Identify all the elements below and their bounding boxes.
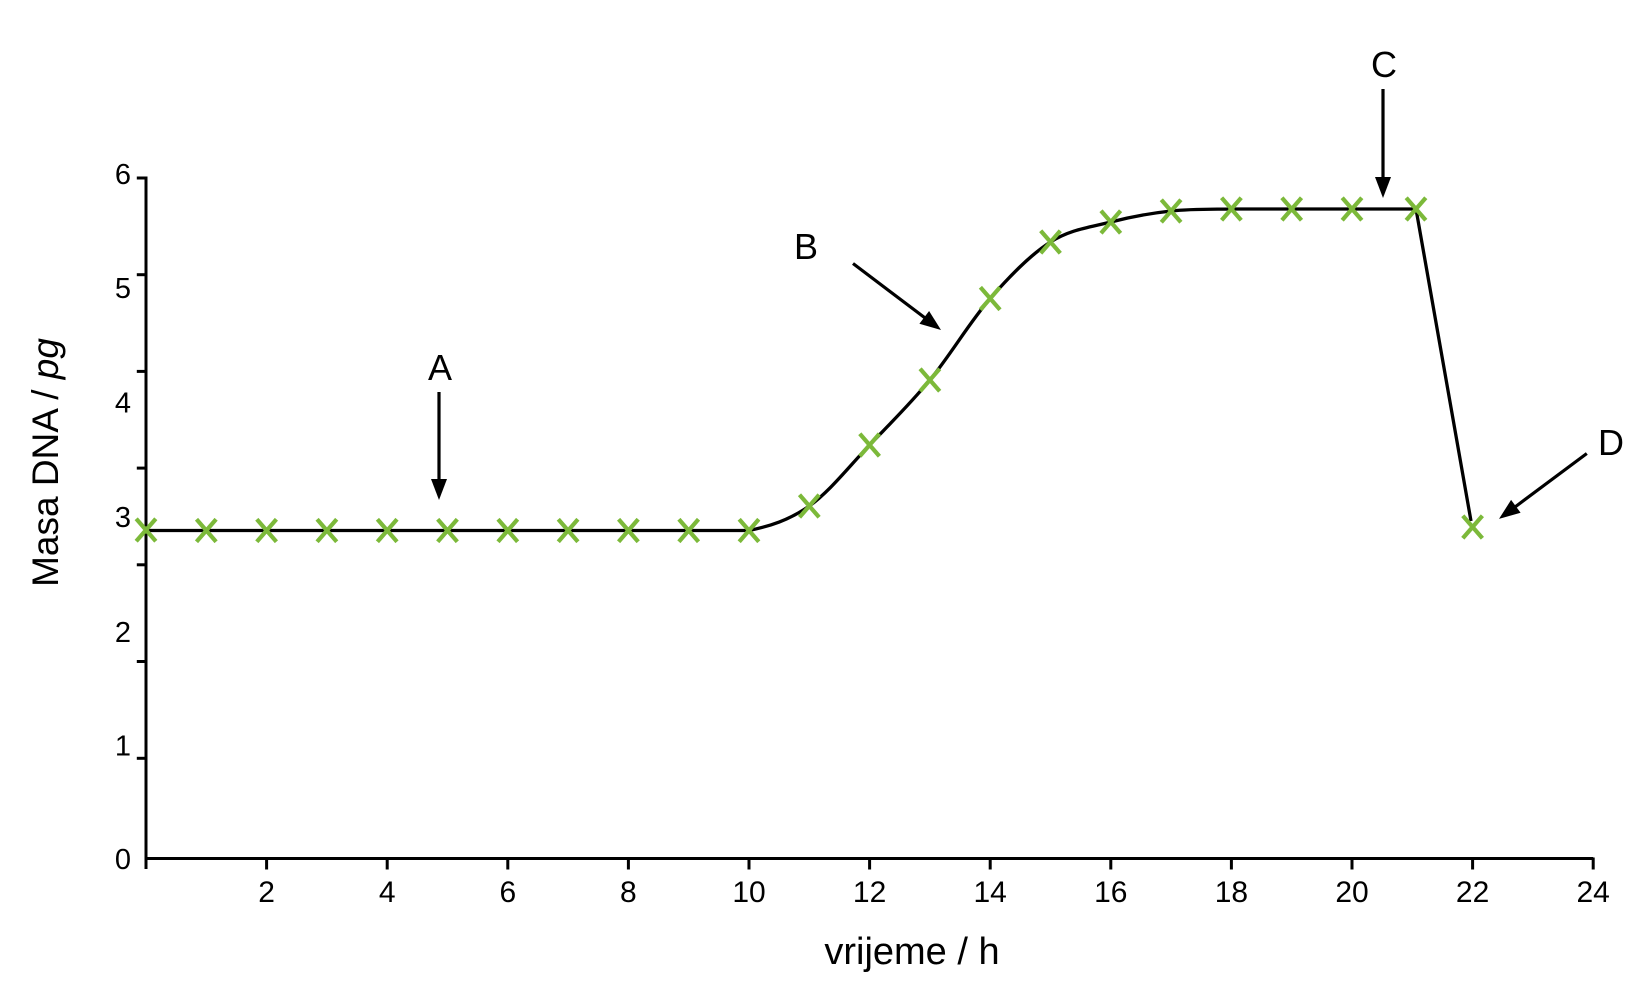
svg-text:3: 3 <box>115 502 131 534</box>
svg-text:C: C <box>1371 44 1397 85</box>
svg-text:6: 6 <box>115 159 131 191</box>
svg-text:20: 20 <box>1335 876 1368 909</box>
svg-text:12: 12 <box>853 876 886 909</box>
svg-text:24: 24 <box>1577 876 1610 909</box>
svg-text:4: 4 <box>115 387 131 419</box>
svg-text:B: B <box>794 226 818 267</box>
svg-text:0: 0 <box>115 844 131 876</box>
svg-text:Masa DNA / pg: Masa DNA / pg <box>25 338 66 587</box>
svg-text:8: 8 <box>620 876 637 909</box>
svg-text:18: 18 <box>1215 876 1248 909</box>
svg-text:16: 16 <box>1094 876 1127 909</box>
svg-text:22: 22 <box>1456 876 1489 909</box>
svg-text:2: 2 <box>258 876 275 909</box>
svg-text:6: 6 <box>499 876 516 909</box>
svg-text:A: A <box>428 347 452 388</box>
svg-text:14: 14 <box>974 876 1007 909</box>
svg-text:5: 5 <box>115 273 131 305</box>
svg-text:2: 2 <box>115 617 131 649</box>
svg-text:4: 4 <box>379 876 396 909</box>
svg-text:vrijeme / h: vrijeme / h <box>824 931 999 973</box>
svg-text:D: D <box>1598 422 1624 463</box>
svg-text:1: 1 <box>115 731 131 763</box>
svg-text:10: 10 <box>732 876 765 909</box>
